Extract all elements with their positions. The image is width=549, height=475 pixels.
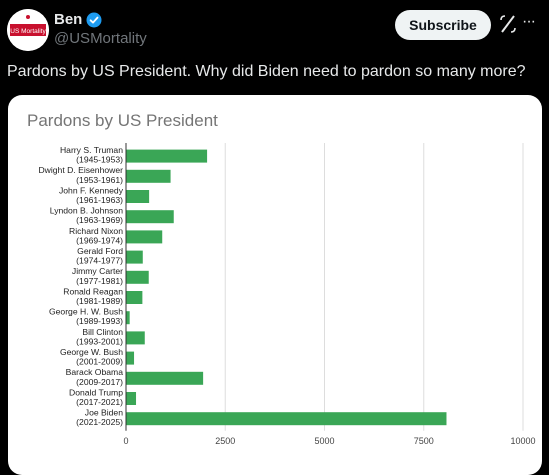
bar: [126, 149, 208, 163]
president-name: Barack Obama: [66, 367, 124, 377]
bar: [126, 311, 130, 325]
handle[interactable]: @USMortality: [54, 30, 147, 47]
bar: [126, 351, 135, 365]
x-tick-label: 5000: [314, 436, 334, 446]
more-options-icon[interactable]: ···: [522, 13, 536, 30]
avatar-star: [26, 15, 30, 19]
term-years: (1977-1981): [76, 276, 123, 286]
bar: [126, 169, 171, 183]
avatar[interactable]: US Mortality: [7, 9, 49, 51]
category-label: Barack Obama (2009-2017): [66, 367, 124, 387]
verified-badge-icon: [86, 12, 102, 27]
bar: [126, 392, 137, 405]
president-name: Lyndon B. Johnson: [50, 206, 123, 216]
president-name: Richard Nixon: [69, 226, 123, 236]
term-years: (1969-1974): [76, 235, 123, 245]
grid-layer: [125, 143, 524, 431]
category-label: George H. W. Bush (1989-1993): [49, 307, 123, 327]
category-label: George W. Bush (2001-2009): [60, 347, 123, 367]
category-label: Ronald Reagan (1981-1989): [63, 286, 123, 306]
bar: [126, 250, 143, 264]
term-years: (1945-1953): [76, 155, 123, 165]
label-layer: Harry S. Truman (1945-1953)Dwight D. Eise…: [38, 145, 123, 427]
president-name: George W. Bush: [60, 347, 123, 357]
category-label: John F. Kennedy (1961-1963): [59, 185, 124, 205]
term-years: (1963-1969): [76, 215, 123, 225]
x-tick-label: 2500: [215, 436, 235, 446]
term-years: (1993-2001): [76, 336, 123, 346]
chart-title: Pardons by US President: [27, 111, 218, 130]
bar: [126, 371, 204, 385]
avatar-banner: [10, 24, 46, 36]
subscribe-button[interactable]: Subscribe: [395, 10, 491, 40]
president-name: Harry S. Truman: [60, 145, 123, 155]
category-label: Richard Nixon (1969-1974): [69, 226, 123, 246]
bar: [126, 270, 149, 284]
avatar-text: US Mortality: [10, 28, 46, 35]
bar: [126, 190, 150, 203]
president-name: Gerald Ford: [77, 246, 123, 256]
term-years: (2017-2021): [76, 397, 123, 407]
term-years: (2009-2017): [76, 377, 123, 387]
category-label: Lyndon B. Johnson (1963-1969): [50, 206, 123, 226]
bar: [126, 230, 163, 244]
category-label: Jimmy Carter (1977-1981): [72, 266, 123, 286]
term-years: (1961-1963): [76, 195, 123, 205]
president-name: Jimmy Carter: [72, 266, 123, 276]
bar-chart: Pardons by US President Harry S. Truman(…: [27, 111, 536, 446]
chart-card[interactable]: Pardons by US President Harry S. Truman(…: [8, 95, 542, 475]
category-label: Donald Trump (2017-2021): [69, 387, 123, 407]
x-tick-label: 10000: [510, 436, 535, 446]
category-label: Bill Clinton (1993-2001): [76, 327, 123, 347]
term-years: (1953-1961): [76, 175, 123, 185]
president-name: Dwight D. Eisenhower: [38, 165, 123, 175]
president-name: Bill Clinton: [82, 327, 123, 337]
bar: [126, 291, 143, 304]
tick-layer: 0 2500 5000 7500 10000: [123, 436, 535, 446]
grok-icon[interactable]: [499, 14, 517, 34]
president-name: Ronald Reagan: [63, 286, 123, 296]
term-years: (1989-1993): [76, 316, 123, 326]
author-name-row: Ben: [54, 11, 102, 28]
president-name: John F. Kennedy: [59, 185, 124, 195]
term-years: (2021-2025): [76, 417, 123, 427]
display-name[interactable]: Ben: [54, 11, 83, 28]
president-name: Joe Biden: [85, 408, 123, 418]
category-label: Gerald Ford (1974-1977): [76, 246, 123, 266]
president-name: George H. W. Bush: [49, 307, 123, 317]
x-tick-label: 7500: [414, 436, 434, 446]
x-tick-label: 0: [123, 436, 128, 446]
tweet-text: Pardons by US President. Why did Biden n…: [7, 63, 526, 80]
bar: [126, 412, 447, 426]
category-label: Harry S. Truman (1945-1953): [60, 145, 123, 165]
term-years: (2001-2009): [76, 357, 123, 367]
bar: [126, 210, 174, 224]
category-label: Dwight D. Eisenhower (1953-1961): [38, 165, 123, 185]
president-name: Donald Trump: [69, 387, 123, 397]
category-label: Joe Biden (2021-2025): [76, 408, 123, 428]
term-years: (1981-1989): [76, 296, 123, 306]
bar: [126, 331, 145, 345]
term-years: (1974-1977): [76, 256, 123, 266]
bar-layer: [126, 149, 447, 426]
